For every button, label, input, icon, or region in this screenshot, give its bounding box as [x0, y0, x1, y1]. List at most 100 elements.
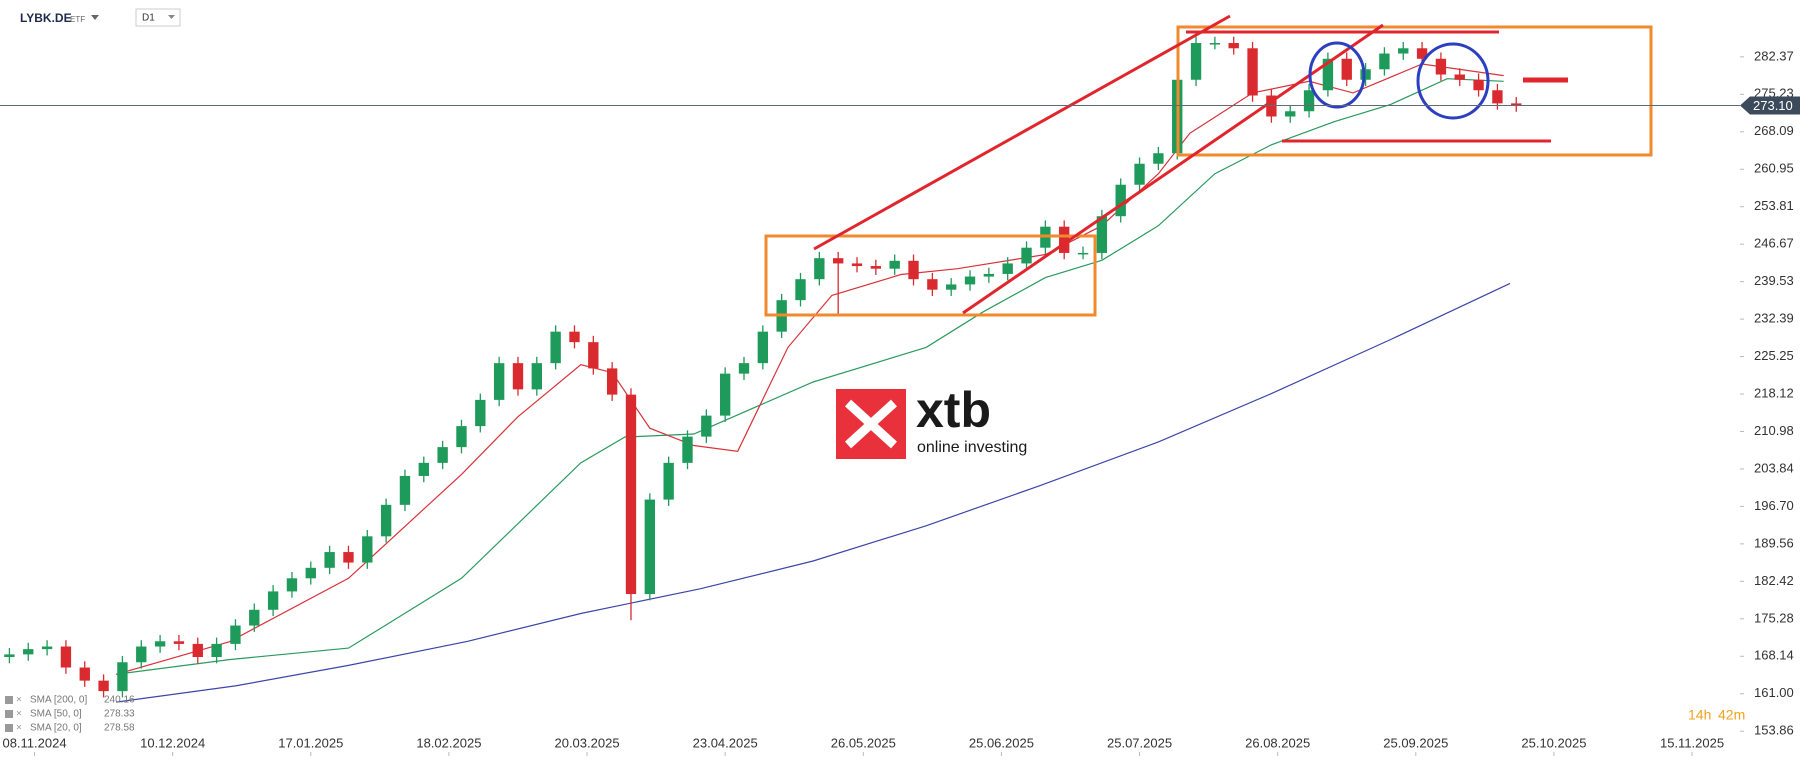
y-tick-label: 161.00 [1754, 685, 1794, 700]
candle-body [1322, 58, 1334, 91]
candle-body [814, 258, 825, 280]
candle-body [1002, 263, 1013, 274]
trend-line [813, 14, 1231, 251]
x-tick-label: 25.06.2025 [969, 735, 1034, 750]
timeframe-select[interactable] [135, 8, 181, 27]
y-tick-label: 203.84 [1754, 460, 1794, 475]
candle-body [1360, 69, 1371, 80]
candle-body [1134, 163, 1145, 185]
legend-value: 240.16 [104, 695, 135, 706]
y-tick-label: 189.56 [1754, 535, 1794, 550]
candle-body [380, 504, 392, 537]
candle-body [305, 567, 316, 579]
y-tick-label: 218.12 [1754, 385, 1794, 400]
x-tick-label: 26.08.2025 [1245, 735, 1310, 750]
tagline: online investing [917, 439, 1027, 456]
candle-body [946, 284, 957, 290]
symbol[interactable]: LYBK.DE [20, 11, 72, 25]
candle-body [399, 475, 411, 505]
candle-body [286, 578, 298, 592]
logo-x [844, 399, 898, 449]
legend-value: 278.58 [104, 723, 135, 734]
candle-body [625, 394, 637, 595]
candle-body [475, 399, 486, 427]
watermark: xtb online investing [836, 382, 1027, 459]
candle-body [1398, 48, 1409, 54]
legend-icon [5, 710, 13, 718]
sma-line [116, 78, 1504, 675]
candle-body [1115, 184, 1126, 217]
candle-body [437, 447, 448, 463]
candle-body [1341, 58, 1352, 80]
last-price-label: 273.10 [1753, 98, 1793, 113]
header: LYBK.DE ETF D1 [20, 8, 181, 27]
candle-body [795, 279, 806, 301]
x-tick-label: 15.11.2025 [1660, 735, 1724, 750]
candle-body [644, 499, 656, 595]
candle-body [1266, 95, 1277, 117]
candle-body [719, 373, 731, 416]
candle-body [1153, 153, 1164, 164]
candle-body [550, 331, 561, 364]
sma-line [116, 63, 1504, 675]
candle-body [173, 641, 185, 644]
candle-body [1059, 226, 1070, 253]
candle-body [1285, 111, 1296, 117]
candle-body [249, 609, 260, 626]
x-tick-label: 25.10.2025 [1521, 735, 1586, 750]
y-tick-label: 210.98 [1754, 423, 1794, 438]
y-tick-label: 260.95 [1754, 161, 1794, 176]
legend-value: 278.33 [104, 709, 135, 720]
y-tick-label: 196.70 [1754, 498, 1794, 513]
candle-body [41, 646, 53, 650]
x-tick-label: 08.11.2024 [2, 735, 66, 750]
y-tick-label: 168.14 [1754, 648, 1794, 663]
legend-icon [5, 724, 13, 732]
y-tick-label: 239.53 [1754, 273, 1794, 288]
legend-close: × [16, 709, 22, 720]
countdown-hours: 14h [1688, 707, 1711, 723]
candle-body [832, 258, 844, 264]
candle-body [1303, 90, 1315, 112]
candle-body [60, 646, 72, 668]
candle-body [230, 625, 241, 644]
dropdown-arrow[interactable] [168, 15, 175, 19]
y-tick-label: 246.67 [1754, 236, 1794, 251]
candle-body [1209, 43, 1221, 45]
candle-body [1077, 252, 1089, 255]
x-tick-label: 20.03.2025 [554, 735, 619, 750]
candle-body [4, 654, 15, 658]
candle-body [1473, 79, 1484, 91]
legend-name: SMA [50, 0] [30, 709, 82, 720]
range-box [764, 234, 1097, 317]
trend-line [962, 23, 1384, 315]
y-tick-label: 182.42 [1754, 573, 1794, 588]
candle-body [851, 263, 863, 267]
candle-body [1435, 58, 1447, 75]
y-tick-label: 268.09 [1754, 123, 1794, 138]
candle-body [79, 667, 90, 681]
brand: xtb [916, 382, 991, 438]
candle-body [1379, 53, 1390, 70]
x-tick-label: 10.12.2024 [140, 735, 205, 750]
x-tick-label: 26.05.2025 [831, 735, 896, 750]
x-tick-label: 18.02.2025 [416, 735, 481, 750]
asset-class: ETF [70, 15, 85, 24]
candle-body [512, 363, 524, 390]
candle-body [324, 552, 335, 568]
y-tick-label: 282.37 [1754, 48, 1794, 63]
candle-body [983, 273, 995, 277]
x-tick-label: 17.01.2025 [278, 735, 343, 750]
candle-body [456, 426, 467, 448]
candle-body [154, 641, 166, 647]
candle-body [362, 536, 373, 563]
candle-body [1228, 43, 1239, 49]
candle-body [1190, 43, 1202, 80]
candle-body [908, 260, 919, 280]
candle-body [1021, 247, 1032, 264]
drawings [764, 14, 1653, 317]
dropdown-arrow[interactable] [91, 15, 99, 20]
candle-body [531, 363, 542, 390]
